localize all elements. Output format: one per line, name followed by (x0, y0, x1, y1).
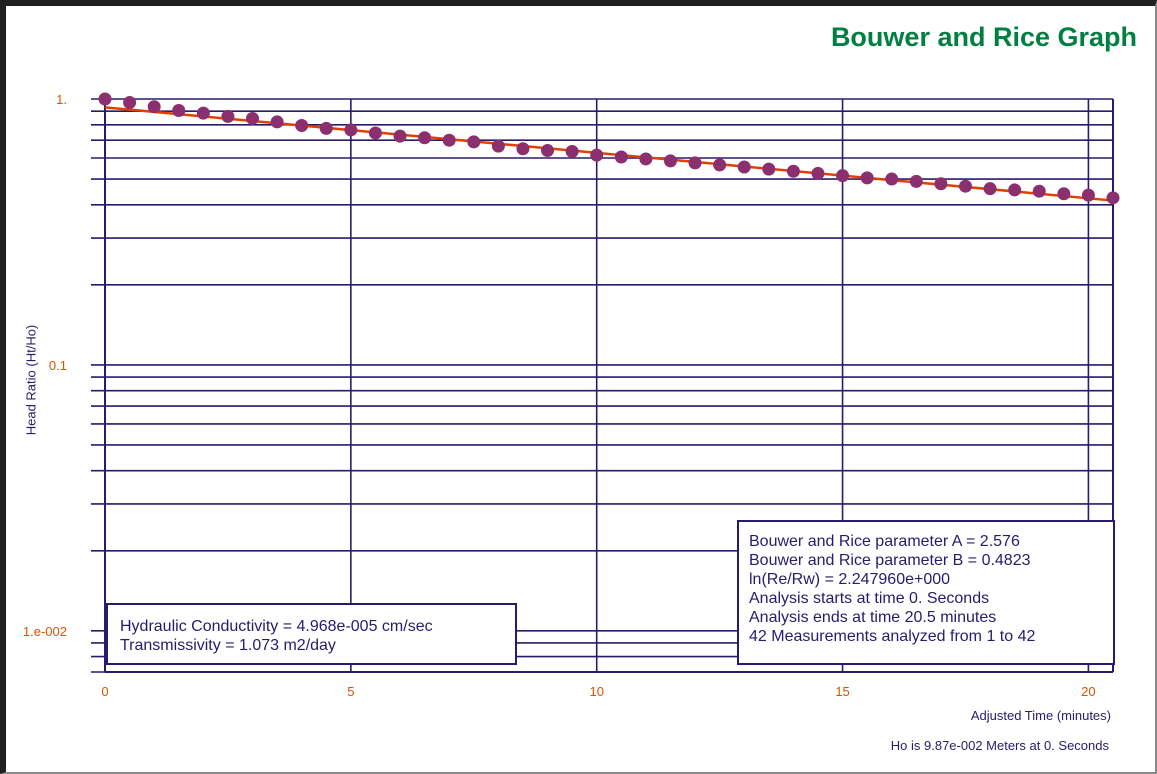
data-point (541, 144, 555, 158)
data-point (221, 109, 235, 123)
data-point (1032, 184, 1046, 198)
parameter-a-text: Bouwer and Rice parameter A = 2.576 (749, 533, 1020, 550)
data-point (909, 174, 923, 188)
x-tick-label: 20 (1081, 684, 1095, 699)
parameter-b-text: Bouwer and Rice parameter B = 0.4823 (749, 552, 1031, 569)
data-point (319, 121, 333, 135)
data-point (467, 135, 481, 149)
analysis-start-text: Analysis starts at time 0. Seconds (749, 590, 990, 607)
data-point (516, 142, 530, 156)
data-point (418, 131, 432, 145)
data-point (393, 129, 407, 143)
data-point (98, 92, 112, 106)
data-point (1057, 187, 1071, 201)
data-point (147, 100, 161, 114)
data-point (885, 172, 899, 186)
data-point (196, 106, 210, 120)
data-point (811, 166, 825, 180)
data-point (958, 179, 972, 193)
data-point (368, 126, 382, 140)
data-point (688, 156, 702, 170)
data-point (983, 182, 997, 196)
data-point (270, 115, 284, 129)
data-point (123, 96, 137, 110)
data-point (663, 154, 677, 168)
y-axis-label: Head Ratio (Ht/Ho) (23, 324, 39, 436)
x-tick-label: 15 (835, 684, 849, 699)
y-tick-label: 0.1 (49, 358, 67, 373)
data-point (713, 158, 727, 172)
x-axis-label: Adjusted Time (minutes) (970, 708, 1111, 723)
data-point (246, 111, 260, 125)
y-tick-label: 1.e-002 (23, 624, 67, 639)
data-point (614, 150, 628, 164)
data-point (762, 162, 776, 176)
data-point (295, 118, 309, 132)
data-point (1106, 191, 1120, 205)
hydraulic-conductivity-text: Hydraulic Conductivity = 4.968e-005 cm/s… (120, 618, 433, 635)
parameters-box: Bouwer and Rice parameter A = 2.576 Bouw… (737, 520, 1115, 665)
y-tick-label: 1. (56, 92, 67, 107)
x-tick-label: 5 (347, 684, 354, 699)
data-point (491, 139, 505, 153)
data-point (172, 104, 186, 118)
measurement-count-text: 42 Measurements analyzed from 1 to 42 (749, 628, 1036, 645)
data-point (442, 133, 456, 147)
data-point (1008, 183, 1022, 197)
results-box: Hydraulic Conductivity = 4.968e-005 cm/s… (106, 603, 517, 665)
footnote: Ho is 9.87e-002 Meters at 0. Seconds (890, 738, 1109, 753)
data-point (860, 171, 874, 185)
transmissivity-text: Transmissivity = 1.073 m2/day (120, 637, 336, 654)
ln-re-rw-text: ln(Re/Rw) = 2.247960e+000 (749, 571, 951, 588)
data-point (786, 164, 800, 178)
data-point (344, 123, 358, 137)
data-point (836, 169, 850, 183)
data-point (639, 152, 653, 166)
data-point (590, 148, 604, 162)
data-point (934, 177, 948, 191)
data-point (737, 160, 751, 174)
analysis-end-text: Analysis ends at time 20.5 minutes (749, 609, 997, 626)
x-tick-label: 10 (589, 684, 603, 699)
chart-title: Bouwer and Rice Graph (830, 22, 1137, 52)
x-tick-label: 0 (101, 684, 108, 699)
data-point (565, 144, 579, 158)
data-point (1081, 188, 1095, 202)
